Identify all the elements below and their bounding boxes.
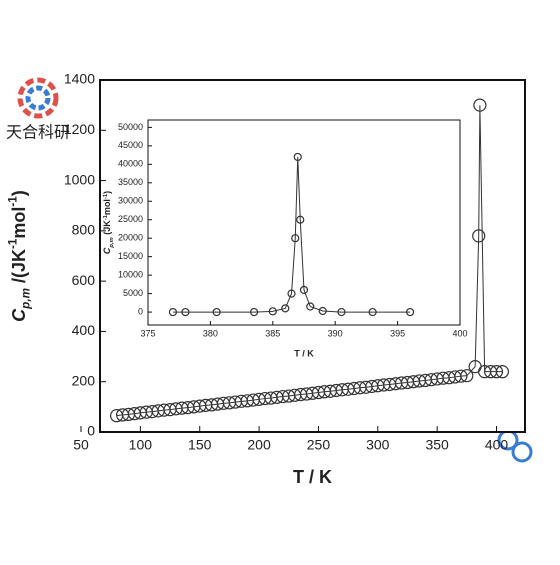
y-tick-label: 1400 [64,71,95,87]
data-point [337,307,346,317]
x-tick-label: 50 [73,437,89,453]
y-tick-label: 45000 [118,140,143,150]
x-tick-label: 200 [247,437,271,453]
x-tick-label: 100 [129,437,153,453]
y-axis-label-part: -1 [7,196,20,207]
data-point [296,215,305,224]
data-point [212,307,221,317]
series-line [172,156,411,313]
y-axis-label-part: p,m [109,237,115,248]
data-point [249,307,259,317]
data-point [472,229,486,243]
data-point [181,307,190,317]
y-tick-label: 0 [138,306,143,316]
y-tick-label: 25000 [118,214,143,224]
data-point [299,285,309,295]
x-tick-label: 400 [452,328,467,338]
y-axis-label-part: mol [9,207,29,239]
y-axis-label-part: /(JK [9,249,29,288]
data-point [473,98,487,112]
y-axis-label-part: p,m [19,288,32,310]
y-axis-label-part: -1 [102,193,108,199]
watermark: 天合科研 [6,123,70,142]
data-point [291,234,300,243]
y-axis-label-part: ) [102,191,112,194]
y-axis-label-part: -1 [7,238,20,249]
plot-frame [147,119,461,326]
y-tick-label: 30000 [118,196,143,206]
x-tick-label: 390 [328,328,343,338]
y-axis-label-part: C [9,308,29,322]
data-point [168,307,178,317]
y-tick-label: 1000 [64,171,95,187]
x-tick-label: 250 [307,437,331,453]
y-tick-label: 1200 [64,121,95,137]
data-point [306,302,315,311]
y-tick-label: 5000 [123,288,143,298]
x-tick-label: 300 [366,437,390,453]
y-tick-label: 50000 [118,122,143,132]
x-tick-label: 350 [425,437,449,453]
y-tick-label: 40000 [118,159,143,169]
logo [17,77,533,463]
x-tick-label: 385 [265,328,280,338]
y-tick-label: 800 [72,222,96,238]
data-point [293,152,302,162]
x-axis-label: T / K [294,348,314,358]
y-tick-label: 0 [87,423,95,439]
data-point [368,307,377,317]
x-tick-label: 395 [390,328,405,338]
y-tick-label: 600 [72,272,96,288]
y-tick-label: 35000 [118,177,143,187]
data-point [454,369,468,383]
plot-area [168,152,415,317]
x-tick-label: 375 [140,328,155,338]
data-point [287,289,296,298]
y-tick-label: 15000 [118,251,143,261]
y-axis-label-part: (JK [102,220,112,238]
x-tick-label: 400 [485,437,509,453]
y-tick-label: 400 [72,322,96,338]
x-tick-label: 150 [188,437,212,453]
y-axis-label-part: mol [102,199,112,215]
y-axis-label: Cp,m (JK-1mol-1) [102,191,114,254]
y-axis-label: Cp,m /(JK-1mol-1) [7,190,33,322]
x-axis-label: T / K [293,467,332,487]
data-point [318,306,327,316]
y-axis-label-part: -1 [102,214,108,220]
data-point [268,307,277,316]
data-point [405,307,415,317]
y-axis-label-part: C [102,247,112,254]
y-tick-label: 20000 [118,233,143,243]
y-tick-label: 10000 [118,270,143,280]
plot-area [110,98,510,423]
data-point [489,365,504,379]
data-point [281,304,290,313]
x-tick-label: 380 [203,328,218,338]
data-point [460,369,474,383]
y-axis-label-part: ) [9,190,29,196]
y-tick-label: 200 [72,372,96,388]
data-point [495,365,510,379]
